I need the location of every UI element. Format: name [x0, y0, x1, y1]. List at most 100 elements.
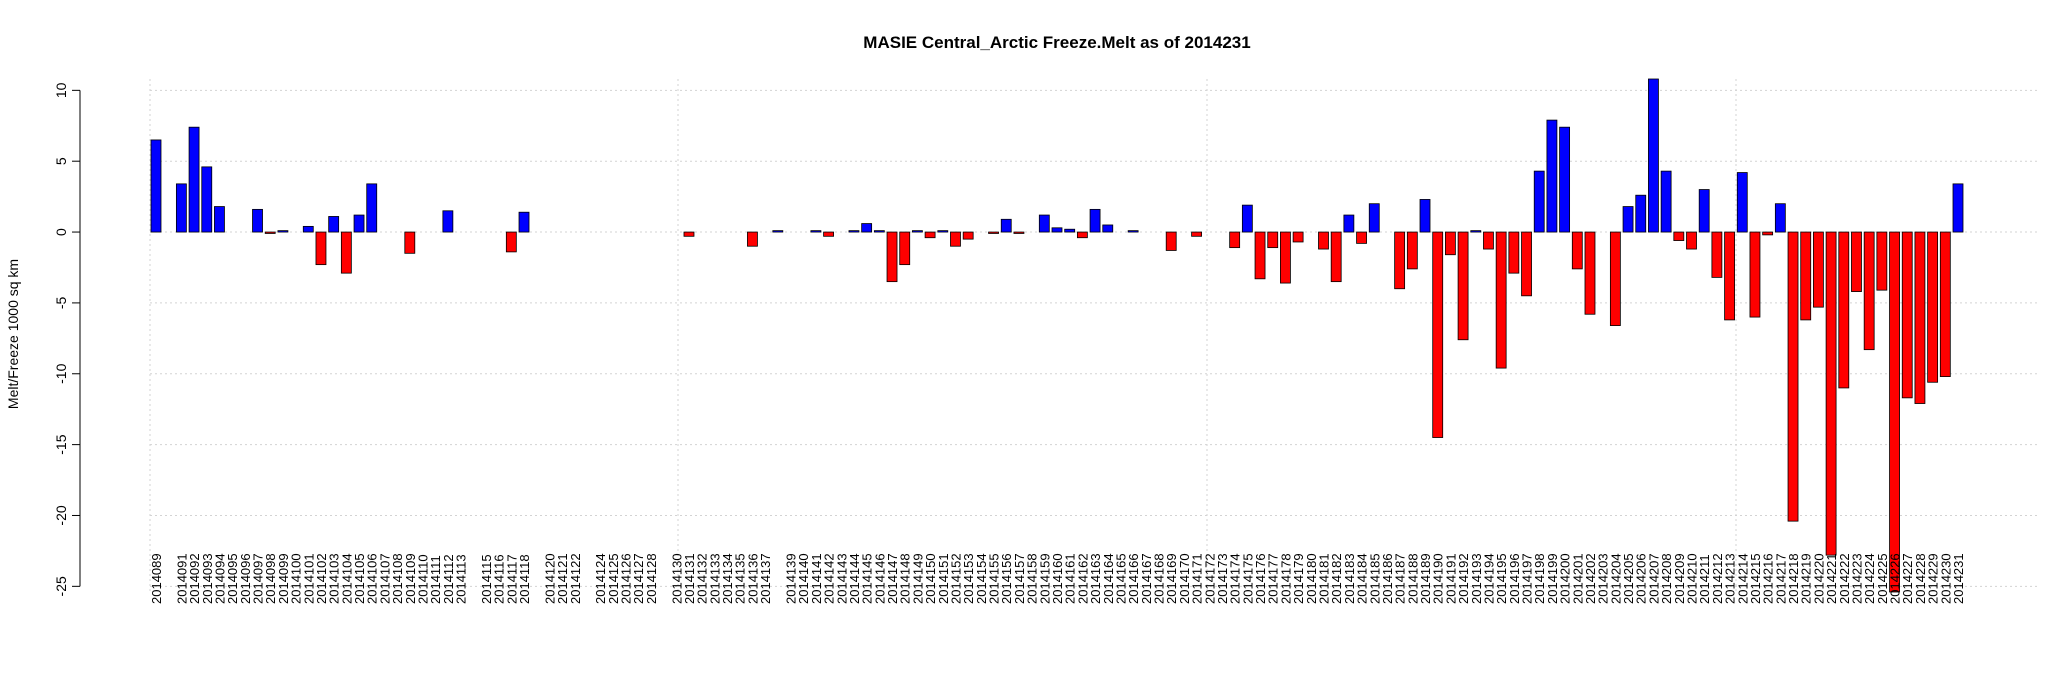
x-tick-label: 2014180 [1304, 553, 1319, 604]
x-tick-label: 2014154 [974, 553, 989, 604]
y-tick-label: -10 [53, 363, 69, 383]
bar [848, 230, 860, 233]
x-tick-label: 2014101 [301, 553, 316, 604]
bar [252, 208, 263, 233]
bar [1343, 214, 1355, 233]
bar [924, 231, 936, 239]
bar [1533, 170, 1545, 233]
bar [1889, 231, 1900, 593]
bar [1838, 231, 1850, 389]
x-tick-label: 2014162 [1075, 553, 1090, 604]
y-tick-label: 5 [53, 157, 69, 165]
x-tick-label: 2014205 [1621, 553, 1636, 604]
bar [201, 166, 213, 233]
bar [175, 183, 187, 233]
bar [1470, 230, 1482, 233]
y-tick-label: -20 [53, 505, 69, 525]
bar [1483, 231, 1494, 250]
x-tick-label: 2014144 [847, 553, 862, 604]
x-tick-label: 2014147 [885, 553, 900, 604]
chart-title: MASIE Central_Arctic Freeze.Melt as of 2… [863, 33, 1250, 52]
x-tick-label: 2014199 [1545, 553, 1560, 604]
x-tick-label: 2014211 [1697, 554, 1712, 604]
bar [1939, 231, 1951, 377]
x-tick-label: 2014190 [1431, 553, 1446, 604]
x-tick-label: 2014111 [428, 555, 443, 604]
x-tick-label: 2014187 [1393, 553, 1408, 604]
bar [1457, 231, 1469, 341]
x-tick-label: 2014139 [784, 553, 799, 604]
bar [442, 210, 454, 233]
x-tick-label: 2014161 [1063, 553, 1078, 604]
x-tick-label: 2014226 [1888, 553, 1903, 604]
x-tick-label: 2014100 [289, 553, 304, 604]
bar [1863, 231, 1875, 351]
x-tick-label: 2014134 [720, 553, 735, 604]
x-tick-label: 2014169 [1164, 553, 1179, 604]
bar [899, 231, 911, 266]
x-tick-label: 2014221 [1824, 553, 1839, 604]
bar [1762, 231, 1774, 236]
x-tick-label: 2014181 [1316, 553, 1331, 604]
x-tick-label: 2014135 [733, 553, 748, 604]
bar [302, 225, 314, 233]
x-tick-label: 2014192 [1456, 553, 1471, 604]
x-tick-label: 2014229 [1926, 553, 1941, 604]
bar [1952, 183, 1964, 233]
x-tick-label: 2014225 [1875, 553, 1890, 604]
bar [1546, 119, 1558, 233]
bar [1508, 231, 1520, 274]
x-tick-label: 2014097 [251, 553, 266, 604]
x-tick-label: 2014115 [479, 554, 494, 604]
y-axis-label: Melt/Freeze 1000 sq km [5, 259, 21, 409]
x-tick-label: 2014142 [822, 553, 837, 604]
x-tick-label: 2014116 [492, 554, 507, 604]
x-tick-label: 2014143 [834, 553, 849, 604]
bar [962, 231, 974, 240]
bar [1406, 231, 1418, 270]
x-tick-label: 2014208 [1659, 553, 1674, 604]
x-tick-label: 2014183 [1342, 553, 1357, 604]
x-tick-label: 2014141 [809, 553, 824, 604]
y-tick-label: -5 [53, 296, 69, 309]
x-tick-label: 2014171 [1190, 553, 1205, 604]
x-tick-label: 2014209 [1672, 553, 1687, 604]
x-tick-label: 2014174 [1228, 553, 1243, 604]
bar [150, 139, 162, 233]
x-tick-label: 2014110 [415, 554, 430, 604]
bar [366, 183, 378, 233]
x-tick-label: 2014191 [1443, 553, 1458, 604]
bar [772, 230, 784, 233]
bar [315, 231, 327, 266]
x-tick-label: 2014220 [1811, 553, 1826, 604]
bar [1813, 231, 1824, 308]
x-tick-label: 2014092 [187, 553, 202, 604]
x-tick-label: 2014215 [1748, 553, 1763, 604]
bar [988, 231, 999, 234]
x-tick-label: 2014167 [1139, 553, 1154, 604]
x-tick-label: 2014150 [923, 553, 938, 604]
x-tick-label: 2014200 [1558, 553, 1573, 604]
bar [1127, 230, 1139, 233]
bar [1292, 231, 1304, 243]
x-tick-label: 2014184 [1355, 553, 1370, 604]
x-tick-label: 2014099 [276, 553, 291, 604]
bar [188, 126, 200, 233]
bar [683, 231, 695, 237]
bar [747, 231, 758, 247]
bar [1191, 231, 1202, 237]
bar [1571, 231, 1583, 270]
x-tick-label: 2014155 [987, 553, 1002, 604]
bar [1076, 231, 1088, 239]
x-tick-label: 2014206 [1634, 553, 1649, 604]
x-tick-label: 2014094 [212, 553, 227, 604]
x-tick-label: 2014126 [619, 553, 634, 604]
x-tick-label: 2014172 [1202, 553, 1217, 604]
bar [1927, 231, 1939, 383]
bar [1825, 231, 1837, 556]
x-tick-label: 2014227 [1900, 553, 1915, 604]
x-tick-label: 2014098 [263, 553, 278, 604]
bar [1330, 231, 1342, 283]
bar [277, 230, 289, 233]
